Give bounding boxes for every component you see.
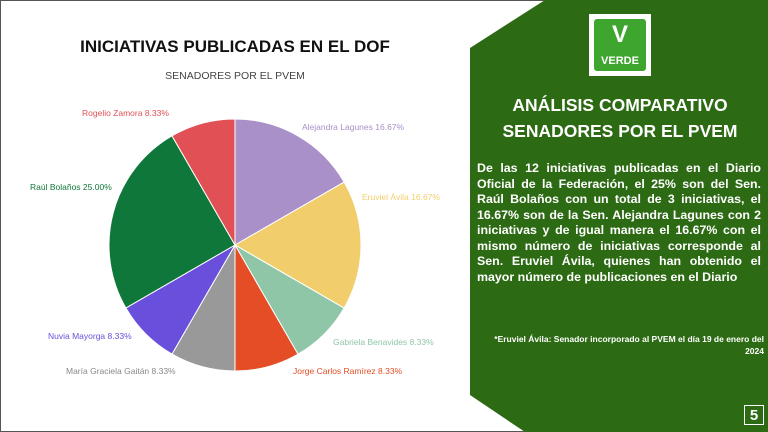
- chart-subtitle: SENADORES POR EL PVEM: [165, 70, 305, 82]
- slice-label: Alejandra Lagunes 16.67%: [302, 122, 405, 132]
- slice-label: Jorge Carlos Ramírez 8.33%: [293, 366, 403, 376]
- slice-label: María Graciela Gaitán 8.33%: [66, 366, 176, 376]
- slice-label: Rogelio Zamora 8.33%: [82, 108, 169, 118]
- verde-logo: V VERDE: [589, 14, 651, 76]
- toucan-v-icon: V: [611, 21, 628, 48]
- panel-note: *Eruviel Ávila: Senador incorporado al P…: [494, 334, 764, 356]
- pie-slice: [234, 181, 362, 309]
- chart-title: INICIATIVAS PUBLICADAS EN EL DOF: [80, 37, 390, 56]
- slice-label: Gabriela Benavides 8.33%: [333, 337, 434, 347]
- slice-label: Nuvia Mayorga 8.33%: [48, 331, 132, 341]
- pie-slice: [108, 135, 236, 309]
- pie-chart: [108, 118, 362, 372]
- page-number: 5: [744, 405, 764, 425]
- panel-body: De las 12 iniciativas publicadas en el D…: [477, 161, 761, 284]
- pie-slice: [234, 118, 345, 246]
- slice-label: Raúl Bolaños 25.00%: [30, 182, 112, 192]
- slice-label: Eruviel Ávila 16.67%: [362, 192, 440, 202]
- pie-slice: [171, 118, 236, 247]
- panel-title: ANÁLISIS COMPARATIVO SENADORES POR EL PV…: [502, 95, 738, 141]
